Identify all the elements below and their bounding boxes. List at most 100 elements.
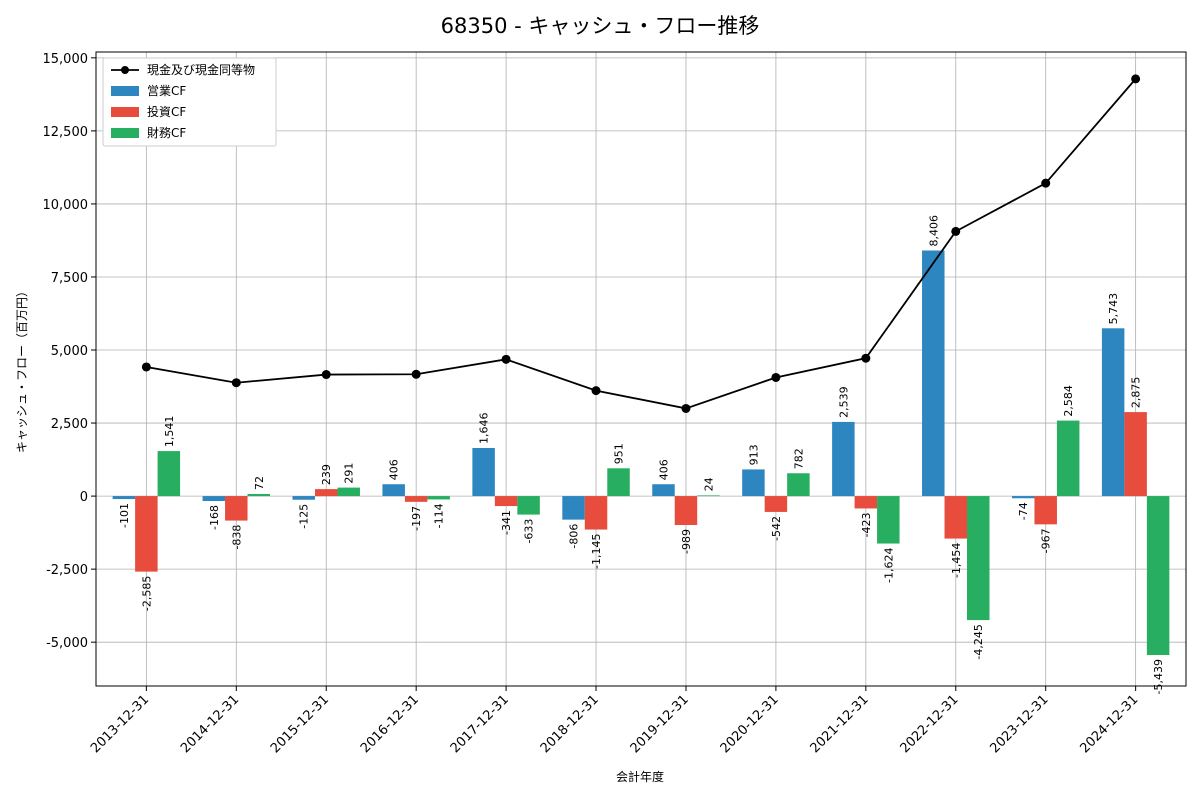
legend-entry-label: 営業CF xyxy=(147,84,186,98)
y-tick-label: 2,500 xyxy=(51,417,88,432)
bar-value-label: 406 xyxy=(388,459,401,480)
bar-0-1 xyxy=(202,496,226,502)
legend-bar-swatch xyxy=(111,86,139,96)
bar-value-label: 5,743 xyxy=(1107,293,1120,325)
bar-1-6 xyxy=(674,496,698,525)
x-tick-label: 2013-12-31 xyxy=(88,692,152,756)
bar-0-6 xyxy=(652,484,675,497)
x-tick-label: 2022-12-31 xyxy=(898,692,962,756)
bar-value-label: -74 xyxy=(1017,502,1030,520)
grid-lines xyxy=(96,52,1186,686)
bar-0-7 xyxy=(742,469,765,497)
y-tick-label: 5,000 xyxy=(51,344,88,359)
bar-0-2 xyxy=(292,496,315,500)
bar-value-label: -838 xyxy=(230,525,243,550)
bar-1-2 xyxy=(314,489,338,497)
bar-value-label: -967 xyxy=(1040,528,1053,553)
bar-0-9 xyxy=(922,250,945,497)
bar-value-label: 8,406 xyxy=(927,215,940,247)
bar-value-label: -1,145 xyxy=(590,534,603,569)
bar-1-3 xyxy=(404,496,428,502)
bar-1-8 xyxy=(854,496,878,509)
bar-value-label: 1,541 xyxy=(163,416,176,448)
cash-line-path xyxy=(146,78,1137,410)
legend-entry-label: 現金及び現金同等物 xyxy=(147,62,255,77)
plot-frame xyxy=(95,51,1187,687)
bar-2-0 xyxy=(157,451,181,497)
bar-value-label: -806 xyxy=(568,524,581,549)
cash-line-point xyxy=(141,362,151,372)
bar-value-label: 291 xyxy=(343,463,356,484)
bar-value-label: 24 xyxy=(702,477,715,491)
x-tick-label: 2023-12-31 xyxy=(987,692,1051,756)
bar-value-label: -989 xyxy=(680,529,693,554)
bar-value-label: -125 xyxy=(298,504,311,529)
bar-2-5 xyxy=(607,468,630,497)
bar-value-label: 951 xyxy=(613,443,626,464)
bar-value-label: -423 xyxy=(860,512,873,537)
y-axis-label: キャッシュ・フロー（百万円） xyxy=(15,285,29,453)
bar-1-4 xyxy=(494,496,518,507)
bar-value-label: -101 xyxy=(118,503,131,528)
legend-entry-label: 財務CF xyxy=(147,125,186,140)
bar-2-6 xyxy=(697,495,720,497)
bar-0-3 xyxy=(382,484,405,497)
y-axis: -5,000 -2,500 0 2,500 5,000 7,500 10,000 12,500… xyxy=(43,52,96,651)
bar-0-5 xyxy=(562,496,585,520)
x-tick-label: 2021-12-31 xyxy=(808,692,872,756)
bar-value-label: 406 xyxy=(657,459,670,480)
bar-1-7 xyxy=(764,496,788,512)
y-tick-label: 15,000 xyxy=(43,52,89,67)
bar-value-label: 2,875 xyxy=(1130,377,1143,409)
x-tick-label: 2014-12-31 xyxy=(178,692,242,756)
bar-value-label: -168 xyxy=(208,505,221,530)
cash-line-point xyxy=(411,369,421,379)
bar-1-0 xyxy=(135,496,158,572)
cash-line-point xyxy=(951,226,961,236)
bars xyxy=(112,250,1170,656)
cash-line xyxy=(141,74,1141,413)
y-tick-label: 12,500 xyxy=(43,125,89,140)
cash-line-point xyxy=(321,370,331,380)
bar-value-label: 2,584 xyxy=(1062,385,1075,417)
x-tick-label: 2024-12-31 xyxy=(1077,692,1141,756)
bar-value-label: 782 xyxy=(792,448,805,469)
bar-value-label: 72 xyxy=(253,476,266,490)
legend-line-marker xyxy=(121,66,129,74)
bar-value-label: -633 xyxy=(523,519,536,544)
x-tick-label: 2015-12-31 xyxy=(268,692,332,756)
bar-2-9 xyxy=(967,496,990,621)
bar-0-8 xyxy=(832,421,855,497)
bar-2-8 xyxy=(877,496,900,544)
bar-1-11 xyxy=(1124,412,1147,497)
x-tick-label: 2020-12-31 xyxy=(718,692,782,756)
bar-value-label: -1,454 xyxy=(950,543,963,578)
bar-value-label: -542 xyxy=(770,516,783,541)
bar-2-4 xyxy=(517,496,540,515)
legend-bar-swatch xyxy=(111,107,139,117)
bar-value-label: -197 xyxy=(410,506,423,531)
bar-value-label: -341 xyxy=(500,510,513,535)
bar-2-7 xyxy=(787,473,810,497)
y-tick-label: 10,000 xyxy=(43,198,89,213)
legend-box xyxy=(102,57,277,147)
bar-2-2 xyxy=(337,487,360,497)
y-tick-label: 7,500 xyxy=(51,271,88,286)
y-tick-label: 0 xyxy=(80,490,88,505)
cash-line-point xyxy=(861,353,871,363)
bar-value-label: -114 xyxy=(433,503,446,528)
x-axis: 2013-12-31 2014-12-31 2015-12-31 2016-12-31… xyxy=(88,686,1141,756)
bar-value-label: -4,245 xyxy=(972,624,985,659)
bar-2-3 xyxy=(427,496,450,500)
cash-line-point xyxy=(681,403,691,413)
y-tick-label: -2,500 xyxy=(46,563,88,578)
bar-value-label: 1,646 xyxy=(478,413,491,444)
bar-value-label: -2,585 xyxy=(140,576,153,611)
bar-value-label: -5,439 xyxy=(1152,659,1165,694)
bar-1-9 xyxy=(944,496,968,539)
bar-value-label: 2,539 xyxy=(837,386,850,418)
bar-0-0 xyxy=(112,496,136,500)
chart-title: 68350 - キャッシュ・フロー推移 xyxy=(441,14,760,38)
